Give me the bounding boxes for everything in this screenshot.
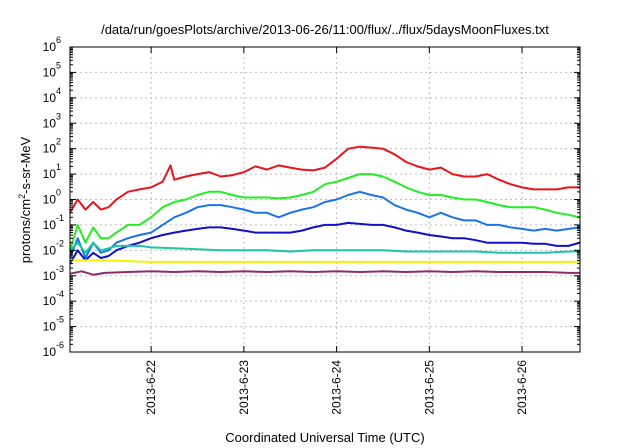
y-tick-label: 105: [43, 60, 61, 79]
y-tick-exponent: 4: [56, 86, 61, 96]
y-tick-base: 10: [43, 116, 57, 130]
y-tick-exponent: -6: [56, 340, 64, 350]
y-tick-label: 101: [43, 162, 61, 181]
series-line: [69, 241, 580, 254]
x-axis: 2013-6-22 2013-6-23 2013-6-24 2013-6-25 2013…: [144, 47, 529, 415]
x-tick-label: 2013-6-26: [515, 360, 529, 415]
y-tick-exponent: -1: [56, 213, 64, 223]
y-tick-label: 10-1: [43, 213, 64, 232]
y-tick-base: 10: [43, 243, 57, 257]
y-tick-base: 10: [43, 193, 57, 207]
chart-title: /data/run/goesPlots/archive/2013-06-26/1…: [101, 22, 549, 37]
y-tick-exponent: -2: [56, 238, 64, 248]
y-tick-label: 104: [43, 86, 61, 105]
series-line: [69, 221, 581, 265]
y-axis-title-base: protons/cm: [18, 199, 33, 263]
y-axis-title-sup: 2: [17, 194, 27, 199]
y-tick-label: 10-4: [43, 289, 64, 308]
y-tick-label: 10-6: [43, 340, 64, 359]
y-tick-label: 102: [43, 137, 61, 156]
series-line: [69, 190, 581, 259]
y-tick-exponent: 0: [56, 188, 61, 198]
series-line: [69, 145, 580, 214]
y-tick-base: 10: [43, 294, 57, 308]
grid-lines: [70, 47, 580, 352]
series-line: [70, 259, 580, 263]
y-tick-exponent: 2: [56, 137, 61, 147]
y-tick-base: 10: [43, 40, 57, 54]
y-tick-base: 10: [43, 218, 57, 232]
y-tick-exponent: 3: [56, 111, 61, 121]
series-line: [69, 173, 581, 251]
y-tick-base: 10: [43, 320, 57, 334]
y-tick-base: 10: [43, 167, 57, 181]
y-tick-exponent: 6: [56, 35, 61, 45]
y-tick-exponent: -3: [56, 264, 64, 274]
y-axis-title: protons/cm2-s-sr-MeV: [17, 136, 33, 263]
y-tick-exponent: -4: [56, 289, 64, 299]
y-tick-base: 10: [43, 65, 57, 79]
y-tick-base: 10: [43, 269, 57, 283]
y-tick-exponent: -5: [56, 315, 64, 325]
y-tick-label: 106: [43, 35, 61, 54]
y-axis-title-rest: -s-sr-MeV: [18, 136, 33, 193]
x-tick-label: 2013-6-23: [237, 360, 251, 415]
y-axis: 10-610-510-410-310-210-11001011021031041…: [43, 35, 580, 359]
y-tick-exponent: 5: [56, 60, 61, 70]
series-line: [69, 270, 580, 276]
y-tick-label: 10-3: [43, 264, 64, 283]
y-tick-exponent: 1: [56, 162, 61, 172]
y-tick-label: 100: [43, 188, 61, 207]
y-tick-base: 10: [43, 345, 57, 359]
y-tick-label: 10-5: [43, 315, 64, 334]
y-tick-label: 10-2: [43, 238, 64, 257]
y-tick-base: 10: [43, 91, 57, 105]
y-tick-base: 10: [43, 142, 57, 156]
data-series: [69, 145, 581, 276]
y-tick-label: 103: [43, 111, 61, 130]
x-tick-label: 2013-6-24: [330, 360, 344, 415]
x-tick-label: 2013-6-22: [144, 360, 158, 415]
x-axis-title: Coordinated Universal Time (UTC): [225, 430, 424, 445]
x-tick-label: 2013-6-25: [422, 360, 436, 415]
